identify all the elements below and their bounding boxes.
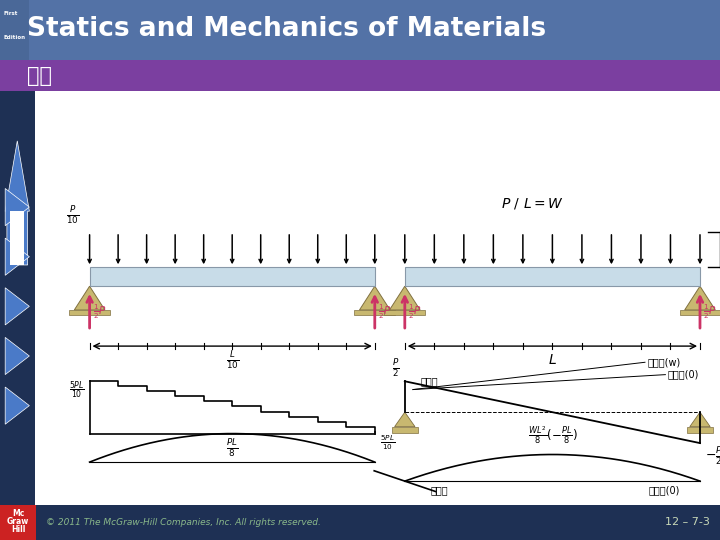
Text: Mc: Mc: [12, 509, 24, 518]
Polygon shape: [5, 387, 30, 424]
Text: $\frac{5PL}{10}$: $\frac{5PL}{10}$: [68, 379, 84, 401]
Text: $\frac{WL^2}{8}(-\frac{PL}{8})$: $\frac{WL^2}{8}(-\frac{PL}{8})$: [528, 424, 577, 446]
Text: $\frac{P}{2}$: $\frac{P}{2}$: [392, 357, 400, 379]
Text: 기울기(0): 기울기(0): [648, 485, 680, 495]
Text: Hill: Hill: [11, 525, 25, 535]
Text: $\frac{5PL}{10}$: $\frac{5PL}{10}$: [380, 434, 395, 452]
Text: 기울기: 기울기: [420, 376, 438, 387]
Polygon shape: [690, 412, 710, 427]
Polygon shape: [5, 288, 30, 325]
Bar: [0, 505, 36, 540]
Text: $\frac{1}{2}P$: $\frac{1}{2}P$: [408, 302, 422, 321]
Polygon shape: [5, 338, 30, 375]
Text: $L$: $L$: [548, 353, 557, 367]
Text: 중요: 중요: [27, 65, 53, 86]
Bar: [392, 427, 418, 433]
Text: $\frac{1}{2}P$: $\frac{1}{2}P$: [93, 302, 107, 321]
Polygon shape: [5, 238, 30, 275]
Text: $P\ /\ L = W$: $P\ /\ L = W$: [500, 196, 564, 211]
Text: $\frac{P}{10}$: $\frac{P}{10}$: [66, 204, 79, 226]
Text: Statics and Mechanics of Materials: Statics and Mechanics of Materials: [27, 16, 546, 42]
Text: First: First: [4, 11, 18, 16]
Bar: [10, 211, 24, 265]
Text: 12 – 7-3: 12 – 7-3: [665, 517, 710, 528]
Bar: [384, 310, 426, 315]
Bar: [687, 427, 714, 433]
Polygon shape: [74, 286, 105, 310]
Text: $\frac{1}{2}P$: $\frac{1}{2}P$: [378, 302, 392, 321]
Bar: [354, 310, 395, 315]
Polygon shape: [359, 286, 390, 310]
Text: Graw: Graw: [7, 517, 29, 526]
Text: $\frac{L}{10}$: $\frac{L}{10}$: [225, 349, 239, 372]
Text: 기울기: 기울기: [431, 485, 448, 495]
Polygon shape: [5, 188, 30, 226]
Bar: [69, 310, 110, 315]
Polygon shape: [5, 141, 30, 265]
Polygon shape: [395, 412, 415, 427]
Text: 기울기(w): 기울기(w): [647, 357, 680, 367]
Bar: [89, 267, 375, 286]
Text: © 2011 The McGraw-Hill Companies, Inc. All rights reserved.: © 2011 The McGraw-Hill Companies, Inc. A…: [46, 518, 321, 527]
Text: $\frac{1}{2}P$: $\frac{1}{2}P$: [703, 302, 717, 321]
Text: $\frac{PL}{8}$: $\frac{PL}{8}$: [226, 437, 238, 459]
Text: $-\frac{P}{2}$: $-\frac{P}{2}$: [705, 445, 720, 467]
Text: Edition: Edition: [4, 35, 26, 40]
Bar: [405, 267, 700, 286]
Polygon shape: [390, 286, 420, 310]
Polygon shape: [685, 286, 715, 310]
Text: 기울기(0): 기울기(0): [667, 369, 699, 380]
Bar: [680, 310, 720, 315]
